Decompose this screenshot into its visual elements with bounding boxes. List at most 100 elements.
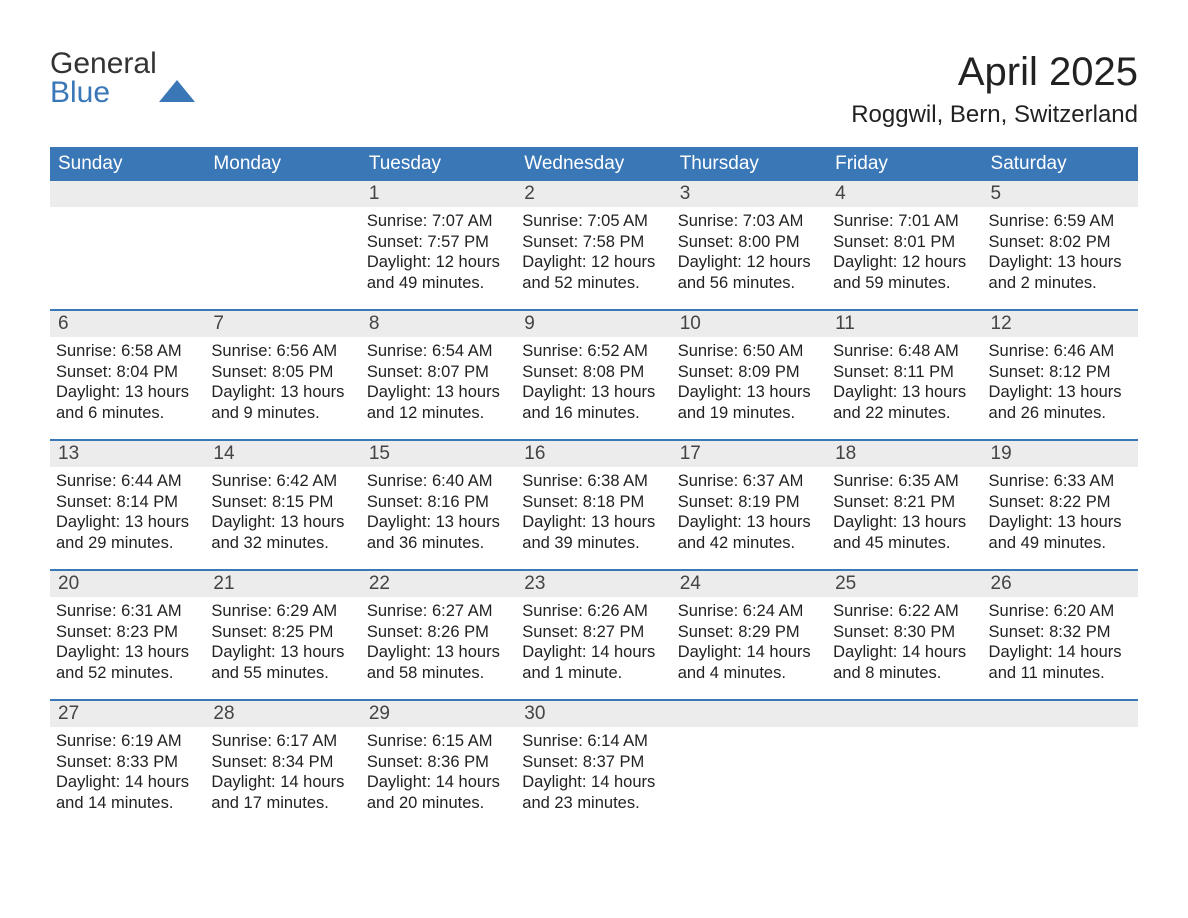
day-line: Sunset: 8:32 PM — [989, 622, 1132, 643]
day-line: Sunrise: 7:01 AM — [833, 211, 976, 232]
day-line: Sunrise: 6:44 AM — [56, 471, 199, 492]
day-line: Daylight: 13 hours and 42 minutes. — [678, 512, 821, 553]
day-header: Wednesday — [516, 147, 671, 181]
day-body: Sunrise: 6:27 AMSunset: 8:26 PMDaylight:… — [361, 597, 516, 698]
day-cell: 29Sunrise: 6:15 AMSunset: 8:36 PMDayligh… — [361, 701, 516, 829]
day-body: Sunrise: 6:46 AMSunset: 8:12 PMDaylight:… — [983, 337, 1138, 438]
day-number: 17 — [672, 441, 827, 467]
month-title: April 2025 — [851, 50, 1138, 95]
day-line: Sunset: 8:07 PM — [367, 362, 510, 383]
day-body: Sunrise: 7:07 AMSunset: 7:57 PMDaylight:… — [361, 207, 516, 308]
day-line: Daylight: 14 hours and 8 minutes. — [833, 642, 976, 683]
day-cell: 20Sunrise: 6:31 AMSunset: 8:23 PMDayligh… — [50, 571, 205, 699]
day-line: Sunset: 8:01 PM — [833, 232, 976, 253]
day-line: Daylight: 13 hours and 45 minutes. — [833, 512, 976, 553]
day-cell: 1Sunrise: 7:07 AMSunset: 7:57 PMDaylight… — [361, 181, 516, 309]
day-line: Sunrise: 6:54 AM — [367, 341, 510, 362]
day-body: Sunrise: 6:14 AMSunset: 8:37 PMDaylight:… — [516, 727, 671, 828]
day-line: Daylight: 13 hours and 29 minutes. — [56, 512, 199, 553]
day-line: Sunset: 8:09 PM — [678, 362, 821, 383]
week-row: 27Sunrise: 6:19 AMSunset: 8:33 PMDayligh… — [50, 699, 1138, 829]
day-line: Sunrise: 6:22 AM — [833, 601, 976, 622]
day-cell: 2Sunrise: 7:05 AMSunset: 7:58 PMDaylight… — [516, 181, 671, 309]
day-cell: 18Sunrise: 6:35 AMSunset: 8:21 PMDayligh… — [827, 441, 982, 569]
day-line: Sunrise: 6:50 AM — [678, 341, 821, 362]
day-cell — [205, 181, 360, 309]
day-header: Thursday — [672, 147, 827, 181]
day-body: Sunrise: 6:22 AMSunset: 8:30 PMDaylight:… — [827, 597, 982, 698]
day-body: Sunrise: 6:29 AMSunset: 8:25 PMDaylight:… — [205, 597, 360, 698]
day-line: Daylight: 14 hours and 11 minutes. — [989, 642, 1132, 683]
day-line: Sunrise: 6:19 AM — [56, 731, 199, 752]
day-header: Sunday — [50, 147, 205, 181]
week-row: 13Sunrise: 6:44 AMSunset: 8:14 PMDayligh… — [50, 439, 1138, 569]
week-row: 6Sunrise: 6:58 AMSunset: 8:04 PMDaylight… — [50, 309, 1138, 439]
day-cell: 4Sunrise: 7:01 AMSunset: 8:01 PMDaylight… — [827, 181, 982, 309]
day-line: Daylight: 12 hours and 59 minutes. — [833, 252, 976, 293]
day-line: Sunrise: 6:15 AM — [367, 731, 510, 752]
day-line: Sunset: 7:58 PM — [522, 232, 665, 253]
day-line: Sunrise: 7:05 AM — [522, 211, 665, 232]
day-line: Sunrise: 7:03 AM — [678, 211, 821, 232]
day-header: Friday — [827, 147, 982, 181]
logo-text: General Blue — [50, 50, 195, 107]
day-body: Sunrise: 7:05 AMSunset: 7:58 PMDaylight:… — [516, 207, 671, 308]
day-body: Sunrise: 7:01 AMSunset: 8:01 PMDaylight:… — [827, 207, 982, 308]
day-number: 25 — [827, 571, 982, 597]
day-line: Daylight: 13 hours and 58 minutes. — [367, 642, 510, 683]
day-line: Daylight: 12 hours and 56 minutes. — [678, 252, 821, 293]
day-number: 4 — [827, 181, 982, 207]
day-body — [827, 727, 982, 745]
day-body: Sunrise: 6:58 AMSunset: 8:04 PMDaylight:… — [50, 337, 205, 438]
day-number — [983, 701, 1138, 727]
day-cell: 10Sunrise: 6:50 AMSunset: 8:09 PMDayligh… — [672, 311, 827, 439]
day-body: Sunrise: 6:20 AMSunset: 8:32 PMDaylight:… — [983, 597, 1138, 698]
day-body: Sunrise: 6:33 AMSunset: 8:22 PMDaylight:… — [983, 467, 1138, 568]
day-cell: 15Sunrise: 6:40 AMSunset: 8:16 PMDayligh… — [361, 441, 516, 569]
day-body: Sunrise: 6:52 AMSunset: 8:08 PMDaylight:… — [516, 337, 671, 438]
day-number: 21 — [205, 571, 360, 597]
day-line: Sunset: 8:18 PM — [522, 492, 665, 513]
day-number: 22 — [361, 571, 516, 597]
day-line: Sunrise: 6:59 AM — [989, 211, 1132, 232]
day-cell: 9Sunrise: 6:52 AMSunset: 8:08 PMDaylight… — [516, 311, 671, 439]
day-line: Sunrise: 7:07 AM — [367, 211, 510, 232]
day-cell: 17Sunrise: 6:37 AMSunset: 8:19 PMDayligh… — [672, 441, 827, 569]
day-number: 27 — [50, 701, 205, 727]
day-number — [672, 701, 827, 727]
day-number: 13 — [50, 441, 205, 467]
day-line: Sunset: 8:11 PM — [833, 362, 976, 383]
day-number: 14 — [205, 441, 360, 467]
weeks-container: 1Sunrise: 7:07 AMSunset: 7:57 PMDaylight… — [50, 181, 1138, 829]
day-line: Sunset: 8:21 PM — [833, 492, 976, 513]
day-line: Daylight: 13 hours and 9 minutes. — [211, 382, 354, 423]
logo-line2: Blue — [50, 76, 110, 109]
title-block: April 2025 Roggwil, Bern, Switzerland — [851, 50, 1138, 129]
day-line: Sunset: 8:22 PM — [989, 492, 1132, 513]
day-number: 10 — [672, 311, 827, 337]
day-number: 1 — [361, 181, 516, 207]
day-number — [50, 181, 205, 207]
day-line: Daylight: 13 hours and 16 minutes. — [522, 382, 665, 423]
day-number: 7 — [205, 311, 360, 337]
day-body — [205, 207, 360, 225]
day-header: Tuesday — [361, 147, 516, 181]
day-line: Sunset: 8:12 PM — [989, 362, 1132, 383]
day-line: Sunset: 7:57 PM — [367, 232, 510, 253]
day-cell: 8Sunrise: 6:54 AMSunset: 8:07 PMDaylight… — [361, 311, 516, 439]
day-number: 30 — [516, 701, 671, 727]
day-cell — [827, 701, 982, 829]
day-body: Sunrise: 6:15 AMSunset: 8:36 PMDaylight:… — [361, 727, 516, 828]
logo-triangle-icon — [159, 47, 195, 102]
day-number: 20 — [50, 571, 205, 597]
day-number: 29 — [361, 701, 516, 727]
day-header-row: SundayMondayTuesdayWednesdayThursdayFrid… — [50, 147, 1138, 181]
day-body: Sunrise: 6:37 AMSunset: 8:19 PMDaylight:… — [672, 467, 827, 568]
day-line: Sunset: 8:02 PM — [989, 232, 1132, 253]
day-line: Sunrise: 6:42 AM — [211, 471, 354, 492]
day-line: Sunset: 8:27 PM — [522, 622, 665, 643]
day-number: 18 — [827, 441, 982, 467]
day-body: Sunrise: 6:38 AMSunset: 8:18 PMDaylight:… — [516, 467, 671, 568]
day-line: Sunrise: 6:46 AM — [989, 341, 1132, 362]
day-number: 16 — [516, 441, 671, 467]
